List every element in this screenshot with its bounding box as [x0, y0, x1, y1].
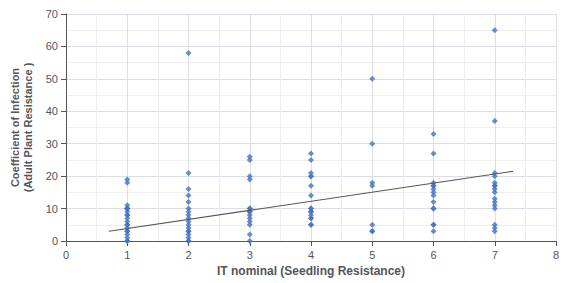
svg-text:30: 30 [46, 138, 58, 150]
svg-text:20: 20 [46, 170, 58, 182]
svg-text:7: 7 [492, 249, 498, 261]
svg-text:8: 8 [553, 249, 559, 261]
svg-text:10: 10 [46, 203, 58, 215]
svg-text:60: 60 [46, 40, 58, 52]
svg-text:4: 4 [308, 249, 314, 261]
svg-text:70: 70 [46, 8, 58, 20]
svg-text:Coefficient of Infection: Coefficient of Infection [9, 68, 21, 187]
svg-text:50: 50 [46, 73, 58, 85]
svg-text:0: 0 [52, 235, 58, 247]
svg-text:0: 0 [63, 249, 69, 261]
svg-text:(Adult Plant Resistance ): (Adult Plant Resistance ) [22, 62, 34, 192]
svg-text:2: 2 [185, 249, 191, 261]
svg-text:40: 40 [46, 105, 58, 117]
svg-text:3: 3 [247, 249, 253, 261]
svg-text:1: 1 [124, 249, 130, 261]
svg-text:6: 6 [430, 249, 436, 261]
svg-text:IT nominal (Seedling Resistanc: IT nominal (Seedling Resistance) [217, 264, 405, 278]
svg-text:5: 5 [369, 249, 375, 261]
